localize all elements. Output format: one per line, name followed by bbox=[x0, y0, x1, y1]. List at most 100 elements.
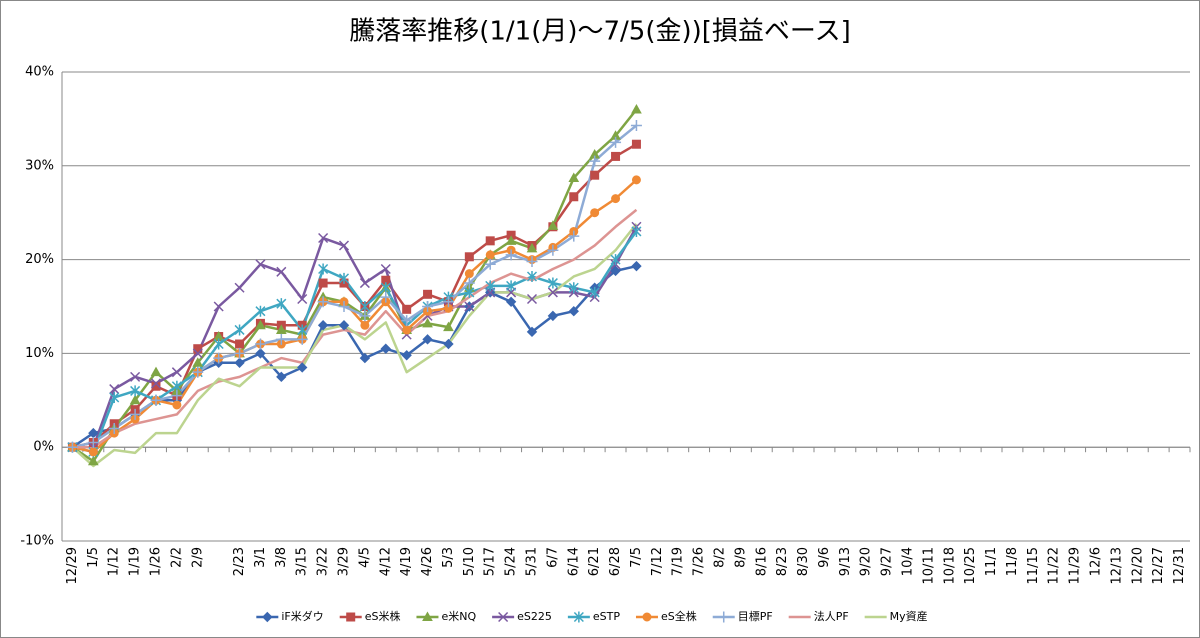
marker bbox=[338, 272, 350, 284]
marker bbox=[192, 357, 204, 367]
y-tick-label: 30% bbox=[25, 158, 54, 173]
marker bbox=[464, 286, 475, 298]
marker bbox=[402, 325, 412, 335]
x-tick-label: 5/31 bbox=[525, 547, 540, 576]
marker bbox=[108, 422, 120, 434]
y-tick-label: 10% bbox=[25, 346, 54, 361]
marker bbox=[611, 194, 621, 204]
x-tick-label: 11/15 bbox=[1026, 547, 1041, 584]
marker bbox=[547, 277, 558, 289]
marker bbox=[255, 259, 266, 270]
marker bbox=[360, 320, 370, 330]
marker bbox=[568, 172, 580, 182]
marker bbox=[443, 321, 454, 332]
marker bbox=[317, 296, 329, 308]
marker bbox=[338, 301, 350, 312]
marker bbox=[130, 385, 141, 397]
legend-label: My資産 bbox=[890, 610, 928, 623]
legend: iF米ダウ eS米株 e米NQ eS225 eSTP eS全株 目標PF 法人PF My資産 bbox=[256, 609, 928, 623]
marker bbox=[359, 310, 371, 322]
marker bbox=[172, 400, 182, 410]
x-tick-label: 1/12 bbox=[107, 547, 122, 576]
marker bbox=[297, 362, 308, 373]
marker bbox=[297, 324, 308, 336]
x-tick-label: 6/21 bbox=[587, 547, 602, 576]
marker bbox=[296, 333, 308, 345]
marker bbox=[88, 447, 98, 457]
x-tick-label: 4/26 bbox=[420, 547, 435, 576]
series-line bbox=[71, 264, 637, 449]
x-tick-label: 12/27 bbox=[1151, 547, 1166, 584]
x-tick-label: 3/22 bbox=[316, 547, 331, 576]
marker bbox=[338, 320, 350, 331]
x-tick-label: 11/8 bbox=[1005, 547, 1020, 576]
x-tick-label: 7/5 bbox=[629, 547, 644, 568]
marker bbox=[171, 380, 182, 392]
marker bbox=[402, 304, 412, 314]
marker bbox=[718, 611, 730, 623]
marker bbox=[464, 301, 475, 312]
marker bbox=[317, 320, 329, 331]
legend-label: eS全株 bbox=[661, 609, 697, 623]
x-tick-label: 9/20 bbox=[859, 547, 874, 576]
marker bbox=[526, 242, 538, 253]
marker bbox=[380, 282, 391, 294]
x-tick-label: 1/19 bbox=[128, 547, 143, 576]
legend-label: eS225 bbox=[517, 610, 552, 623]
x-tick-label: 7/12 bbox=[650, 547, 665, 576]
x-tick-label: 5/3 bbox=[441, 547, 456, 568]
marker bbox=[401, 315, 413, 327]
x-tick-label: 11/1 bbox=[984, 547, 999, 576]
legend-label: 法人PF bbox=[814, 609, 849, 623]
x-tick-label: 5/10 bbox=[462, 547, 477, 576]
series-line bbox=[72, 178, 638, 454]
marker bbox=[359, 352, 371, 364]
x-tick-label: 4/5 bbox=[357, 547, 372, 568]
marker bbox=[192, 366, 204, 378]
marker bbox=[422, 301, 434, 312]
marker bbox=[401, 350, 412, 361]
series-line bbox=[71, 108, 638, 463]
x-tick-label: 12/13 bbox=[1109, 547, 1124, 584]
marker bbox=[505, 296, 517, 308]
marker bbox=[568, 282, 579, 294]
marker bbox=[276, 298, 287, 310]
marker bbox=[109, 391, 120, 403]
marker bbox=[275, 333, 287, 345]
marker bbox=[485, 250, 495, 260]
x-tick-label: 3/1 bbox=[253, 547, 268, 568]
y-tick-label: -10% bbox=[20, 534, 54, 549]
marker bbox=[234, 324, 245, 336]
marker bbox=[130, 371, 141, 382]
marker bbox=[380, 291, 392, 303]
x-tick-label: 10/25 bbox=[963, 547, 978, 584]
marker bbox=[234, 282, 245, 293]
marker bbox=[66, 441, 78, 453]
marker bbox=[631, 139, 641, 149]
marker bbox=[87, 455, 99, 466]
marker bbox=[442, 296, 454, 308]
marker bbox=[610, 265, 621, 277]
marker bbox=[380, 343, 391, 354]
marker bbox=[568, 230, 580, 242]
x-tick-label: 11/22 bbox=[1047, 547, 1062, 584]
marker bbox=[87, 437, 99, 449]
marker bbox=[297, 293, 308, 305]
x-tick-label: 9/27 bbox=[880, 547, 895, 576]
marker bbox=[422, 334, 433, 345]
y-tick-label: 40% bbox=[25, 65, 54, 80]
x-tick-label: 7/19 bbox=[671, 547, 686, 576]
marker bbox=[171, 367, 182, 378]
marker bbox=[422, 317, 433, 328]
marker bbox=[380, 263, 391, 275]
marker bbox=[590, 170, 600, 180]
marker bbox=[464, 269, 474, 279]
x-tick-label: 8/2 bbox=[713, 547, 728, 568]
x-tick-label: 6/28 bbox=[608, 547, 623, 576]
x-tick-label: 8/30 bbox=[796, 547, 811, 576]
x-tick-label: 9/6 bbox=[817, 547, 832, 568]
marker bbox=[611, 151, 621, 161]
series-line bbox=[72, 124, 638, 449]
marker bbox=[213, 352, 225, 364]
